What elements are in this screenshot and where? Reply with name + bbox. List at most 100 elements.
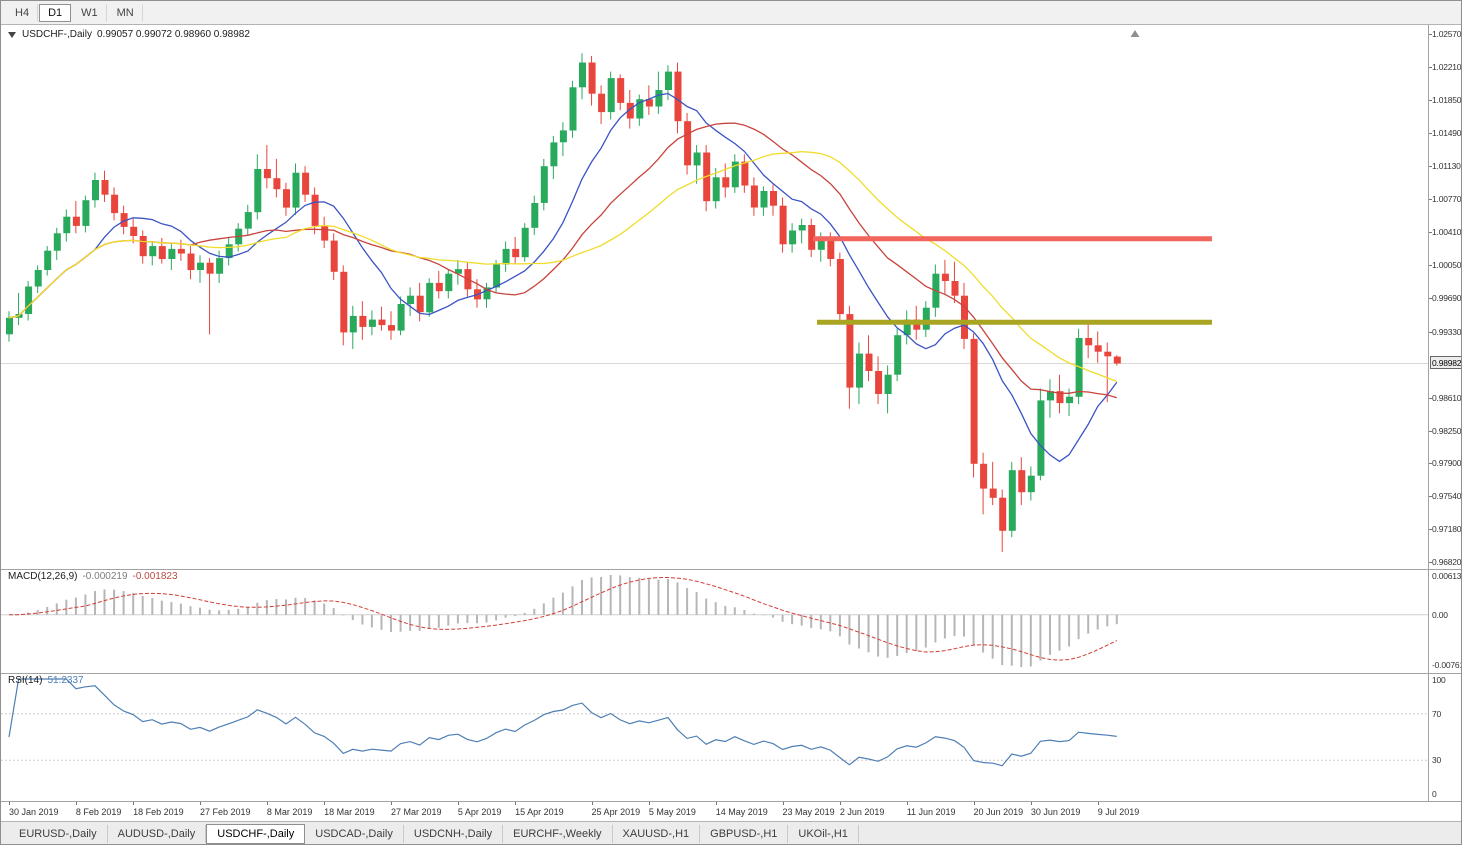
time-axis-tick [973,802,975,805]
candle-body [53,233,61,251]
candle-body [617,78,625,103]
candle-body [120,213,128,227]
candle-body [168,248,176,259]
time-axis-tick [266,802,268,805]
candle-body [311,194,319,226]
timeframe-button-h4[interactable]: H4 [6,3,39,22]
candle-body [645,99,653,107]
candle-body [770,191,777,206]
price-axis-tick [1429,67,1432,69]
candle-body [63,216,71,234]
timeframe-toolbar: H4 D1 W1 MN [1,1,1461,25]
price-axis-label: 0.99330 [1432,326,1462,337]
price-axis-label: 1.01490 [1432,128,1462,139]
price-axis-label: 0.96820 [1432,557,1462,568]
candle-body [206,262,214,274]
price-chart-canvas[interactable] [1,25,1428,569]
candle-body [1066,396,1074,404]
timeframe-button-w1[interactable]: W1 [72,3,107,22]
rsi-axis-label: 70 [1432,708,1442,719]
candle-body [426,282,434,313]
price-axis-tick [1429,265,1432,267]
candle-body [187,253,195,270]
symbol-dropdown-icon[interactable] [8,31,16,38]
macd-signal-line [8,576,1118,661]
rsi-panel-divider[interactable] [1,673,1461,674]
macd-panel[interactable]: MACD(12,26,9) -0.000219 -0.001823 [1,569,1428,673]
rsi-line [8,678,1117,767]
candle-body [512,248,520,258]
candle-body [111,194,119,214]
candle-body [521,227,529,258]
candle-body [435,282,443,292]
time-axis-label: 20 Jun 2019 [973,807,1024,817]
price-axis-tick [1429,528,1432,530]
candle-body [607,78,615,113]
candle-body [684,121,692,166]
candle-body [665,71,672,90]
rsi-panel[interactable]: RSI(14) 51.2337 [1,673,1428,801]
candle-body [483,287,491,300]
candle-body [569,87,577,131]
chart-shift-marker[interactable] [1130,30,1140,37]
candle-body [808,225,816,250]
candle-body [378,319,386,326]
moving-average-30-line[interactable] [8,150,1118,383]
macd-axis-label: 0.00613 [1432,571,1462,581]
chart-tab-usdcnh-daily[interactable]: USDCNH-,Daily [404,825,504,843]
candle-body [903,319,911,336]
chart-tab-usdchf-daily[interactable]: USDCHF-,Daily [206,824,306,844]
rsi-value: 51.2337 [47,675,84,686]
chart-tab-usdcad-daily[interactable]: USDCAD-,Daily [305,825,404,843]
price-chart-panel[interactable]: USDCHF-,Daily 0.99057 0.99072 0.98960 0.… [1,25,1428,569]
moving-average-10-line[interactable] [8,92,1118,463]
candle-body [598,93,606,113]
chart-tab-eurusd-daily[interactable]: EURUSD-,Daily [9,825,108,843]
candle-body [216,258,224,274]
candle-body [655,90,663,107]
macd-panel-divider[interactable] [1,569,1461,570]
chart-tab-ukoil-h1[interactable]: UKOil-,H1 [788,825,859,843]
time-axis-tick [324,802,326,805]
rsi-canvas[interactable] [1,673,1428,801]
price-axis-tick [1429,232,1432,234]
candle-body [388,325,395,331]
candle-body [884,374,892,394]
candle-body [789,230,797,245]
time-axis-tick [457,802,459,805]
time-axis-label: 30 Jan 2019 [9,807,59,817]
candle-body [359,315,367,327]
candle-body [6,317,13,335]
candle-body [894,335,902,375]
candle-body [760,191,768,208]
price-axis-label: 1.01130 [1432,161,1461,172]
price-axis-tick [1429,166,1432,168]
time-axis-tick [200,802,201,805]
candle-body [540,166,548,203]
candle-body [693,152,701,166]
time-axis-label: 11 Jun 2019 [906,807,956,817]
price-axis[interactable]: 1.02570 1.02210 1.01850 1.01490 1.01130 1.007… [1428,25,1462,801]
chart-tab-gbpusd-h1[interactable]: GBPUSD-,H1 [700,825,789,843]
chart-tab-audusd-daily[interactable]: AUDUSD-,Daily [108,825,207,843]
time-axis-tick [715,802,717,805]
candle-body [875,371,883,394]
timeframe-button-d1[interactable]: D1 [39,3,72,22]
candle-body [454,269,462,274]
price-axis-label: 0.97540 [1432,490,1462,501]
time-axis-tick [133,802,135,805]
price-axis-tick [1429,495,1432,497]
candle-body [44,250,52,270]
price-axis-tick [1429,133,1432,135]
macd-canvas[interactable] [1,569,1428,673]
time-axis-tick [9,802,10,805]
chart-tab-xauusd-h1[interactable]: XAUUSD-,H1 [613,825,701,843]
time-axis[interactable]: 30 Jan 2019 8 Feb 2019 18 Feb 2019 27 Feb 2… [1,801,1461,821]
time-axis-tick [648,802,650,805]
time-axis-label: 25 Apr 2019 [591,807,641,817]
timeframe-button-mn[interactable]: MN [108,3,143,22]
chart-tab-eurchf-weekly[interactable]: EURCHF-,Weekly [503,825,613,843]
time-axis-tick [1097,802,1099,805]
candle-body [101,180,109,195]
candle-body [1008,470,1016,531]
